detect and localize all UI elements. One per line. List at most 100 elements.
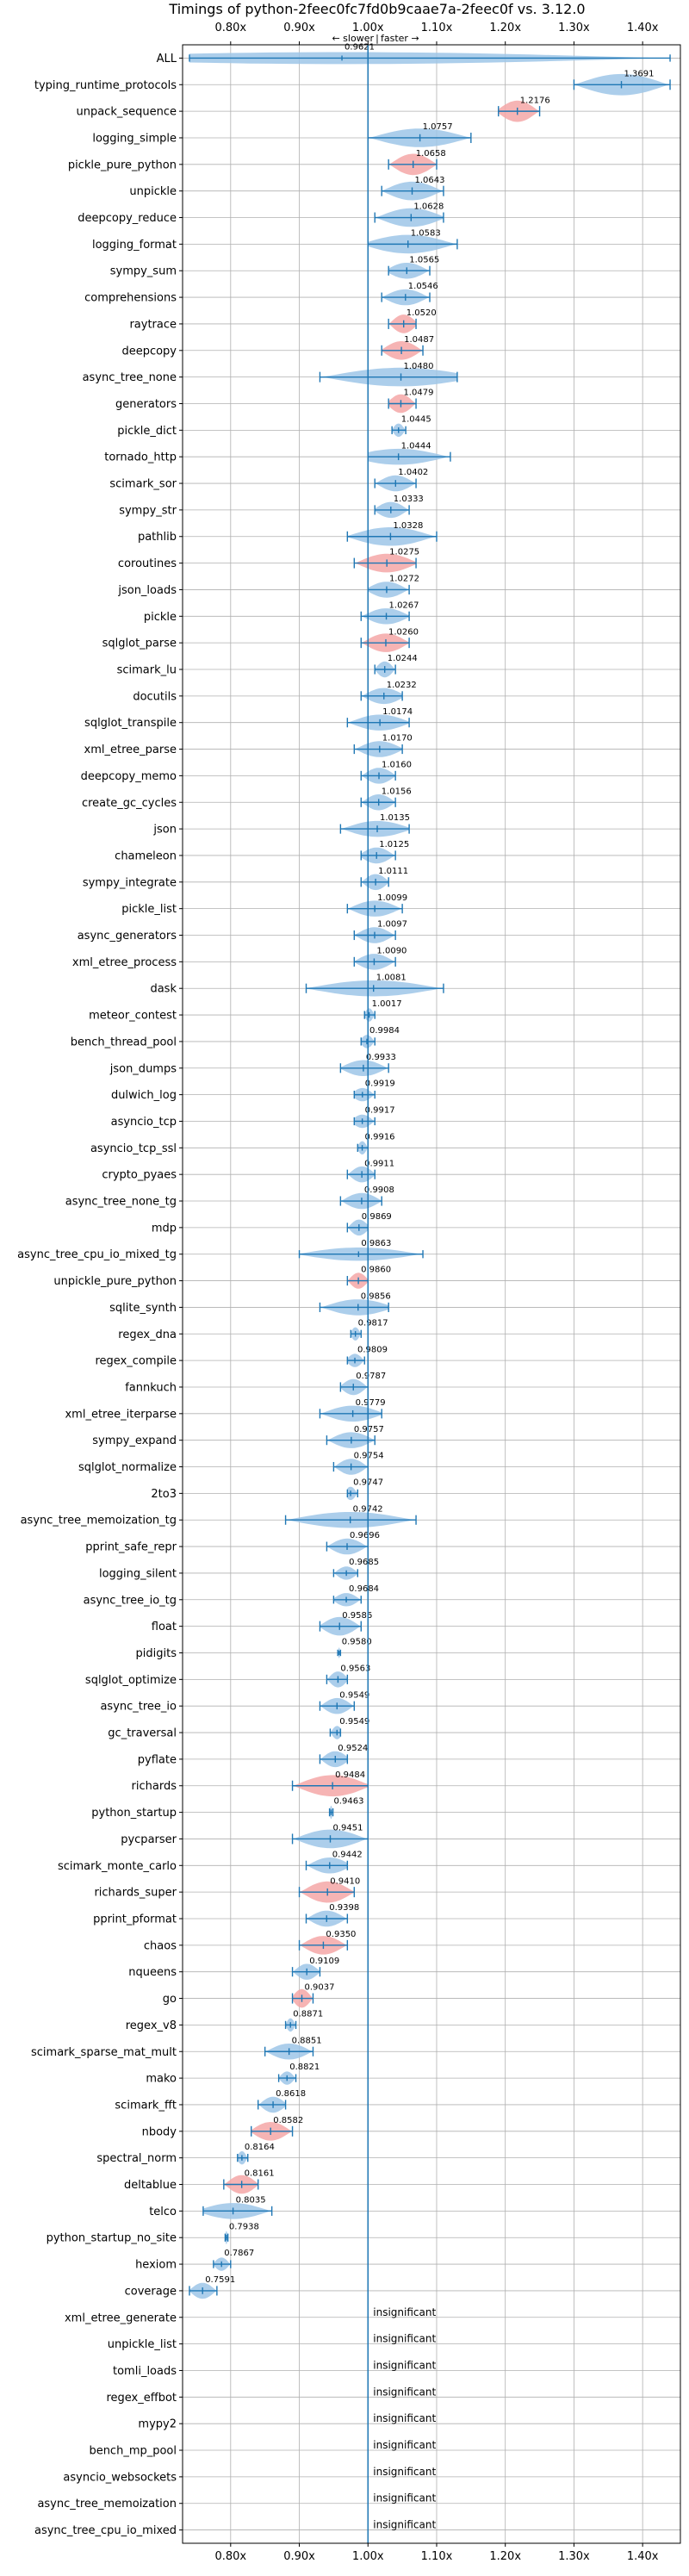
value-label: 0.9863 (361, 1239, 391, 1248)
benchmark-label: dask (150, 983, 177, 996)
value-label: 0.9817 (358, 1318, 388, 1328)
violin-sqlglot_transpile: 1.0174 (346, 707, 413, 731)
bottom-axis-ticks: 0.80x 0.90x 1.00x 1.10x 1.20x 1.30x 1.40x (214, 2543, 659, 2563)
benchmark-label: unpickle_list (108, 2338, 177, 2351)
violin-pprint_safe_repr: 0.9696 (326, 1531, 380, 1555)
value-label: 1.0097 (377, 920, 407, 930)
violin-pprint_pformat: 0.9398 (305, 1903, 359, 1927)
benchmark-label: raytrace (129, 318, 177, 331)
benchmark-label: json_dumps (109, 1062, 177, 1075)
value-label: 0.9037 (304, 1983, 334, 1993)
benchmark-label: async_tree_memoization (37, 2498, 177, 2511)
value-label: 1.0125 (379, 840, 409, 849)
benchmark-label: asyncio_tcp (111, 1116, 177, 1129)
chart-title: Timings of python-2feec0fc7fd0b9caae7a-2… (168, 1, 585, 17)
violin-ALL: 0.9621 (189, 43, 671, 65)
value-label: 1.0260 (388, 627, 419, 637)
violin-async_tree_io_tg: 0.9684 (332, 1584, 379, 1607)
benchmark-label: pickle (144, 611, 177, 624)
value-label: 1.0174 (382, 707, 413, 717)
value-label: 1.0160 (382, 761, 412, 770)
value-label: 0.9549 (339, 1717, 369, 1727)
value-label: 0.9916 (365, 1132, 395, 1142)
violin-async_tree_none: 1.0480 (319, 362, 458, 387)
benchmark-label: xml_etree_process (72, 956, 177, 969)
violin-chaos: 0.9350 (298, 1930, 356, 1955)
value-label: 1.0111 (378, 867, 408, 876)
benchmark-label: pycparser (121, 1833, 177, 1846)
violin-sympy_expand: 0.9757 (326, 1425, 384, 1448)
benchmark-label: chaos (144, 1939, 177, 1952)
value-label: 0.9442 (332, 1850, 363, 1859)
benchmark-label: scimark_monte_carlo (58, 1860, 177, 1873)
benchmark-label: async_tree_none (83, 371, 177, 384)
violin-pycparser: 0.9451 (291, 1824, 369, 1849)
benchmark-label: tomli_loads (113, 2365, 177, 2378)
benchmark-label: gc_traversal (108, 1727, 177, 1740)
value-label: 1.0333 (394, 495, 424, 504)
benchmark-label: async_tree_cpu_io_mixed_tg (17, 1248, 177, 1261)
violin-mako: 0.8821 (277, 2063, 320, 2085)
violin-sympy_str: 1.0333 (374, 495, 424, 519)
violin-xml_etree_parse: 1.0170 (353, 734, 413, 757)
value-label: 0.8851 (292, 2036, 322, 2045)
benchmark-label: regex_compile (95, 1355, 177, 1368)
violin-meteor_contest: 1.0017 (363, 999, 402, 1022)
violin-pathlib: 1.0328 (346, 521, 438, 546)
value-label: 0.9860 (361, 1266, 391, 1275)
value-label: 0.9109 (309, 1957, 339, 1966)
plot-frame (182, 44, 681, 2544)
benchmark-label: coverage (125, 2285, 177, 2298)
value-label: 0.9684 (349, 1584, 379, 1594)
value-label: 0.9933 (366, 1053, 396, 1062)
violin-python_startup: 0.9463 (328, 1797, 363, 1820)
insignificant-label: insignificant (373, 2386, 436, 2398)
benchmark-label: bench_thread_pool (71, 1036, 177, 1048)
benchmark-label: hexiom (135, 2259, 177, 2272)
violin-float: 0.9586 (319, 1611, 372, 1636)
value-label: 1.3691 (624, 69, 655, 78)
bottom-tick-label: 1.00x (352, 2550, 384, 2563)
value-label: 1.0090 (376, 946, 407, 955)
value-label: 1.0170 (382, 734, 413, 744)
benchmark-label: json (152, 824, 177, 837)
benchmark-label: richards (132, 1780, 177, 1793)
value-label: 1.0565 (409, 255, 439, 264)
top-axis-ticks: 0.80x 0.90x 1.00x 1.10x 1.20x 1.30x 1.40x (214, 22, 659, 45)
violin-deltablue: 0.8161 (223, 2169, 275, 2194)
benchmark-label: scimark_sparse_mat_mult (31, 2046, 177, 2059)
faster-label: faster → (381, 33, 419, 44)
violin-hexiom: 0.7867 (213, 2249, 254, 2271)
benchmark-label: scimark_sor (109, 478, 177, 491)
value-label: 1.0099 (377, 893, 407, 903)
value-label: 0.9917 (365, 1106, 395, 1116)
benchmark-label: xml_etree_generate (65, 2312, 177, 2324)
value-label: 0.9398 (329, 1903, 359, 1913)
violin-richards_super: 0.9410 (298, 1876, 360, 1903)
benchmark-label: scimark_lu (117, 664, 177, 677)
benchmark-label: pickle_pure_python (68, 159, 177, 171)
top-tick-label: 1.00x (352, 22, 384, 34)
value-label: 0.9869 (362, 1212, 392, 1222)
benchmark-label: pyflate (138, 1753, 177, 1766)
violin-generators: 1.0479 (388, 389, 433, 414)
benchmark-label: typing_runtime_protocols (34, 79, 177, 92)
insignificant-label: insignificant (373, 2333, 436, 2345)
violin-unpickle: 1.0643 (381, 176, 445, 201)
benchmark-label: xml_etree_parse (84, 744, 177, 756)
benchmark-label: sympy_str (119, 504, 177, 517)
benchmark-label: regex_dna (118, 1328, 177, 1341)
benchmark-label: async_tree_io (100, 1701, 177, 1714)
violin-sympy_sum: 1.0565 (388, 255, 439, 279)
value-label: 1.0546 (408, 282, 438, 291)
benchmark-label: python_startup_no_site (47, 2232, 177, 2245)
violin-scimark_monte_carlo: 0.9442 (305, 1850, 363, 1874)
benchmark-label: async_tree_none_tg (65, 1196, 177, 1209)
benchmark-label: nqueens (128, 1966, 177, 1979)
benchmark-label: sqlglot_normalize (78, 1461, 177, 1474)
violin-sqlglot_normalize: 0.9754 (332, 1452, 384, 1475)
violin-async_generators: 1.0097 (353, 920, 407, 943)
value-label: 1.0445 (401, 414, 431, 424)
top-tick-label: 1.30x (558, 22, 590, 34)
value-label: 1.0643 (415, 176, 445, 185)
